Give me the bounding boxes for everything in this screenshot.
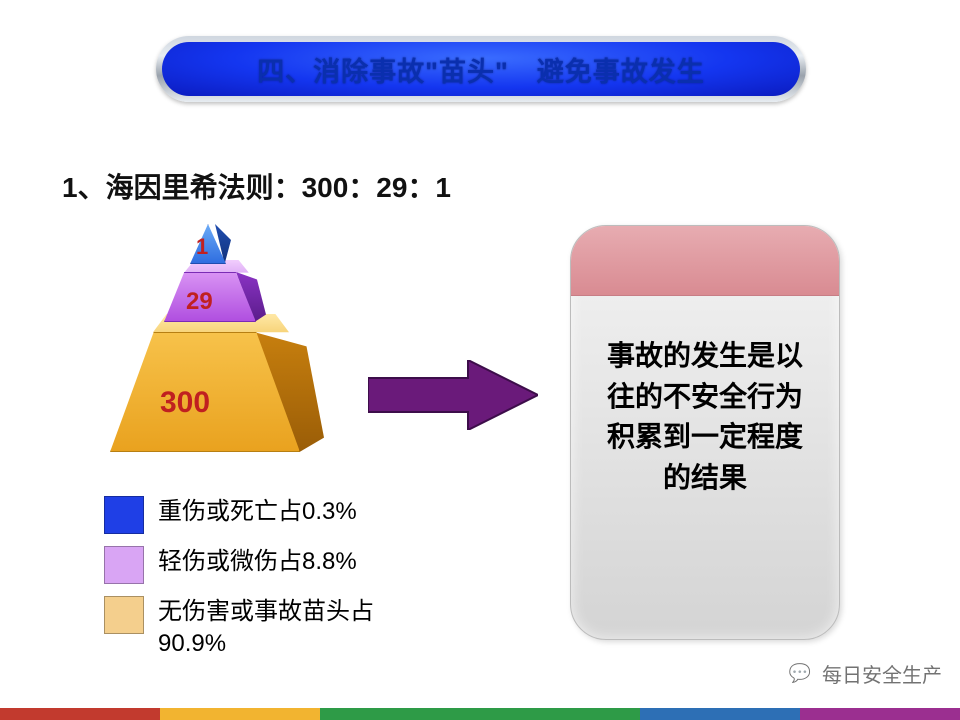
legend-label: 重伤或死亡占0.3% (158, 496, 357, 528)
stripe-seg (320, 708, 480, 720)
pyramid-top-label: 1 (196, 234, 208, 260)
legend-label: 无伤害或事故苗头占90.9% (158, 596, 428, 661)
legend-item: 重伤或死亡占0.3% (104, 496, 444, 534)
arrow-icon (368, 360, 538, 430)
stripe-seg (640, 708, 800, 720)
stripe-seg (800, 708, 960, 720)
section-heading: 1、海因里希法则：300：29：1 (62, 166, 451, 206)
stripe-seg (0, 708, 160, 720)
legend-swatch (104, 496, 144, 534)
stripe-seg (160, 708, 320, 720)
heinrich-pyramid: 300 29 1 (96, 210, 336, 460)
capsule-text: 事故的发生是以往的不安全行为积累到一定程度的结果 (571, 296, 839, 498)
title-banner-text: 四、消除事故"苗头" 避免事故发生 (162, 42, 800, 96)
stripe-seg (480, 708, 640, 720)
wechat-icon: 💬 (786, 660, 814, 688)
legend-item: 无伤害或事故苗头占90.9% (104, 596, 444, 661)
legend-swatch (104, 546, 144, 584)
bottom-stripe (0, 708, 960, 720)
legend-label: 轻伤或微伤占8.8% (158, 546, 357, 578)
pyramid-mid-label: 29 (186, 288, 213, 316)
legend: 重伤或死亡占0.3% 轻伤或微伤占8.8% 无伤害或事故苗头占90.9% (104, 496, 444, 673)
conclusion-capsule: 事故的发生是以往的不安全行为积累到一定程度的结果 (570, 225, 840, 640)
capsule-cap (571, 226, 839, 296)
legend-swatch (104, 596, 144, 634)
watermark-text: 每日安全生产 (822, 659, 942, 688)
legend-item: 轻伤或微伤占8.8% (104, 546, 444, 584)
pyramid-base-label: 300 (160, 386, 210, 420)
watermark: 💬 每日安全生产 (786, 659, 942, 688)
title-banner: 四、消除事故"苗头" 避免事故发生 (156, 36, 806, 102)
